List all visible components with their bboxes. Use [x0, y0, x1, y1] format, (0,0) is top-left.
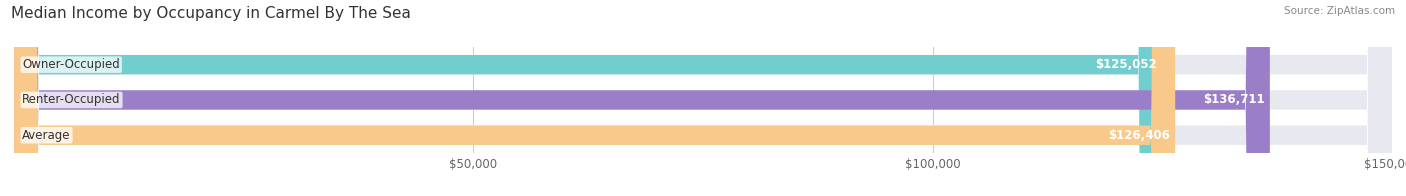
FancyBboxPatch shape: [14, 0, 1392, 196]
FancyBboxPatch shape: [14, 0, 1163, 196]
FancyBboxPatch shape: [14, 0, 1392, 196]
Text: Owner-Occupied: Owner-Occupied: [22, 58, 120, 71]
Text: $125,052: $125,052: [1095, 58, 1157, 71]
Text: Source: ZipAtlas.com: Source: ZipAtlas.com: [1284, 6, 1395, 16]
Text: $136,711: $136,711: [1202, 93, 1264, 106]
FancyBboxPatch shape: [14, 0, 1175, 196]
Text: $126,406: $126,406: [1108, 129, 1170, 142]
FancyBboxPatch shape: [14, 0, 1270, 196]
Text: Renter-Occupied: Renter-Occupied: [22, 93, 121, 106]
FancyBboxPatch shape: [14, 0, 1392, 196]
Text: Average: Average: [22, 129, 70, 142]
Text: Median Income by Occupancy in Carmel By The Sea: Median Income by Occupancy in Carmel By …: [11, 6, 411, 21]
